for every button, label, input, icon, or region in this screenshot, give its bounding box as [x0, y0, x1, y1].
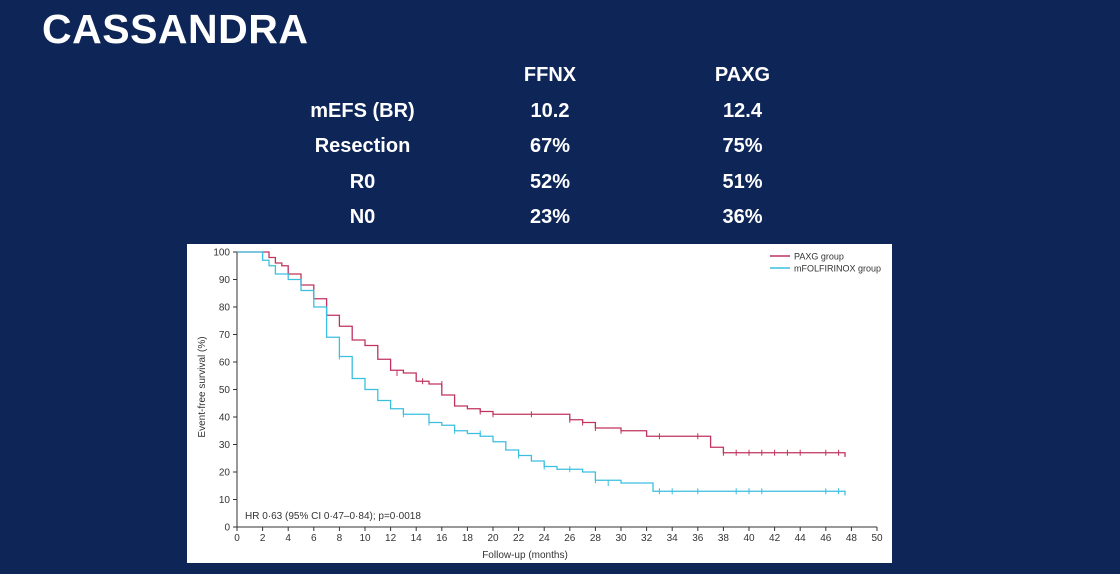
table-row: Resection 67% 75%: [290, 129, 820, 165]
x-tick-label: 18: [462, 533, 474, 544]
x-tick-label: 0: [234, 533, 240, 544]
legend-label: mFOLFIRINOX group: [794, 264, 881, 274]
x-tick-label: 8: [337, 533, 343, 544]
table-cell: 36%: [722, 206, 763, 229]
x-tick-label: 16: [436, 533, 448, 544]
x-tick-label: 24: [539, 533, 551, 544]
x-tick-label: 32: [641, 533, 653, 544]
x-tick-label: 44: [795, 533, 807, 544]
y-tick-label: 0: [224, 523, 230, 534]
table-cell: 12.4: [723, 99, 762, 122]
km-chart-panel: 0 2 4 6 8 10 12 14 16 18 20 22 24 26 28 30 32 34 36 38 40 42 4…: [187, 244, 892, 563]
y-tick-label: 10: [219, 495, 231, 506]
x-axis-label: Follow-up (months): [482, 550, 568, 561]
x-tick-label: 2: [260, 533, 266, 544]
x-tick-label: 36: [692, 533, 704, 544]
table-row-label: Resection: [314, 135, 411, 158]
table-row: mEFS (BR) 10.2 12.4: [290, 94, 820, 130]
x-tick-label: 34: [667, 533, 679, 544]
chart-series: [237, 251, 846, 496]
x-tick-label: 6: [311, 533, 317, 544]
y-tick-label: 80: [219, 303, 231, 314]
table-row-label: R0: [349, 170, 376, 193]
y-axis-label: Event-free survival (%): [197, 336, 208, 437]
x-tick-label: 40: [743, 533, 755, 544]
table-cell: 10.2: [530, 99, 570, 122]
y-tick-label: 50: [219, 385, 231, 396]
survival-curve-paxg: [237, 251, 846, 457]
x-tick-label: 46: [820, 533, 832, 544]
hazard-ratio-annotation: HR 0·63 (95% CI 0·47–0·84); p=0·0018: [245, 511, 421, 522]
table-row-label: mEFS (BR): [310, 99, 415, 122]
chart-legend: PAXG group mFOLFIRINOX group: [770, 252, 881, 274]
survival-curve-mfolfirinox: [237, 251, 846, 496]
x-tick-label: 10: [359, 533, 371, 544]
x-tick-label: 14: [411, 533, 423, 544]
table-header-cell: [290, 58, 435, 94]
table-row-label: N0: [349, 206, 376, 229]
table-cell: 23%: [529, 206, 571, 229]
x-tick-label: 28: [590, 533, 602, 544]
x-tick-label: 4: [285, 533, 291, 544]
x-tick-label: 42: [769, 533, 781, 544]
chart-axes: 0 2 4 6 8 10 12 14 16 18 20 22 24 26 28 30 32 34 36 38 40 42 4…: [213, 248, 883, 545]
y-tick-label: 30: [219, 440, 231, 451]
x-tick-label: 38: [718, 533, 730, 544]
table-header-cell: FFNX: [523, 64, 577, 87]
table-header-cell: PAXG: [714, 64, 771, 87]
table-cell: 52%: [529, 170, 571, 193]
km-chart: 0 2 4 6 8 10 12 14 16 18 20 22 24 26 28 30 32 34 36 38 40 42 4…: [197, 248, 883, 562]
slide-title: CASSANDRA: [42, 6, 309, 52]
x-tick-label: 50: [871, 533, 883, 544]
legend-label: PAXG group: [794, 252, 844, 262]
y-tick-label: 40: [219, 413, 231, 424]
table-row: N0 23% 36%: [290, 200, 820, 236]
y-tick-label: 90: [219, 275, 231, 286]
table-header-row: FFNX PAXG: [290, 58, 820, 94]
y-tick-label: 20: [219, 468, 231, 479]
x-tick-label: 20: [487, 533, 499, 544]
table-cell: 67%: [529, 135, 571, 158]
x-tick-label: 22: [513, 533, 525, 544]
x-tick-label: 12: [385, 533, 397, 544]
x-tick-label: 26: [564, 533, 576, 544]
table-cell: 51%: [722, 170, 763, 193]
x-tick-label: 30: [615, 533, 627, 544]
results-table: FFNX PAXG mEFS (BR) 10.2 12.4 Resection …: [290, 58, 820, 236]
table-row: R0 52% 51%: [290, 165, 820, 201]
y-tick-label: 60: [219, 358, 231, 369]
y-tick-label: 70: [219, 330, 231, 341]
y-tick-label: 100: [213, 248, 230, 259]
x-tick-label: 48: [846, 533, 858, 544]
table-cell: 75%: [722, 135, 763, 158]
